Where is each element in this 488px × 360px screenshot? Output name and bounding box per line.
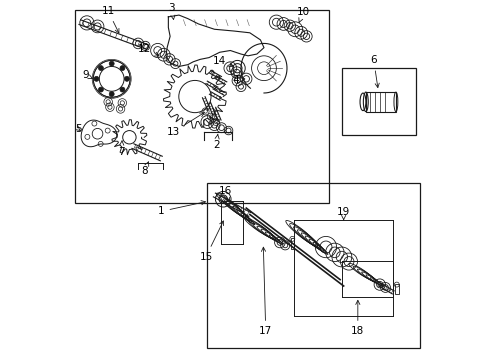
Bar — [74, 10, 329, 203]
Text: 4: 4 — [232, 75, 244, 85]
Text: 18: 18 — [350, 300, 364, 336]
Circle shape — [98, 87, 103, 92]
Circle shape — [98, 66, 103, 71]
Text: 3: 3 — [168, 3, 175, 19]
Bar — [394, 284, 398, 294]
Text: 5: 5 — [75, 124, 81, 134]
Bar — [341, 68, 415, 135]
Bar — [207, 183, 419, 348]
Circle shape — [120, 66, 125, 71]
Text: 14: 14 — [212, 56, 233, 67]
Circle shape — [124, 76, 129, 81]
Text: 10: 10 — [297, 7, 309, 22]
Text: 11: 11 — [102, 6, 119, 33]
Text: 13: 13 — [166, 113, 204, 137]
Circle shape — [120, 87, 125, 92]
Bar — [290, 238, 293, 249]
Text: 15: 15 — [199, 221, 223, 262]
Text: 6: 6 — [370, 55, 379, 87]
Circle shape — [94, 76, 99, 81]
Text: 8: 8 — [141, 162, 148, 176]
Text: 12: 12 — [137, 44, 159, 56]
Text: 19: 19 — [336, 207, 349, 220]
Text: 17: 17 — [259, 247, 272, 336]
Circle shape — [109, 91, 114, 96]
Text: 1: 1 — [158, 201, 205, 216]
Text: 9: 9 — [82, 70, 92, 80]
Circle shape — [109, 61, 114, 66]
Text: 16: 16 — [218, 186, 231, 202]
Text: 7: 7 — [118, 141, 124, 157]
Bar — [365, 92, 395, 112]
Text: 2: 2 — [212, 134, 219, 150]
